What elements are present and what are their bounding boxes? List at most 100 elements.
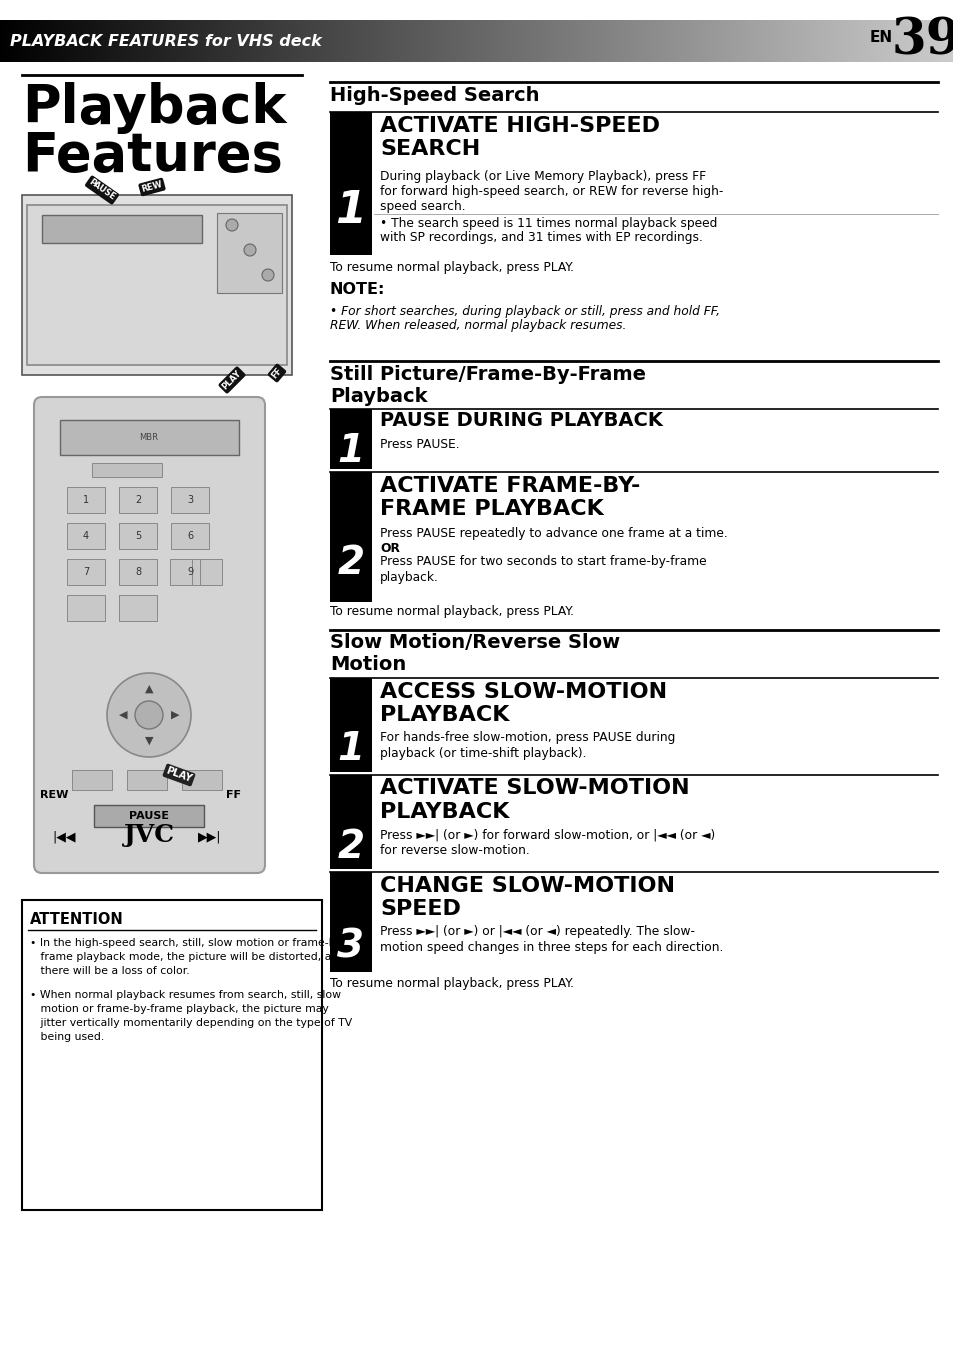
Bar xyxy=(899,20,900,62)
Bar xyxy=(486,20,488,62)
Bar xyxy=(513,20,514,62)
Bar xyxy=(577,20,578,62)
Text: REW: REW xyxy=(140,179,163,194)
Bar xyxy=(360,20,361,62)
Bar xyxy=(816,20,817,62)
Bar xyxy=(313,20,314,62)
Bar xyxy=(897,20,898,62)
Bar xyxy=(832,20,833,62)
Bar xyxy=(539,20,540,62)
Bar xyxy=(459,20,460,62)
Bar xyxy=(76,20,77,62)
Bar xyxy=(358,20,359,62)
Bar xyxy=(833,20,834,62)
Bar xyxy=(267,20,268,62)
Bar xyxy=(840,20,841,62)
Bar xyxy=(203,20,204,62)
Bar xyxy=(815,20,816,62)
Bar xyxy=(183,20,184,62)
Bar xyxy=(41,20,42,62)
Bar xyxy=(805,20,806,62)
Bar xyxy=(773,20,774,62)
Bar xyxy=(638,20,639,62)
Bar xyxy=(451,20,452,62)
Bar xyxy=(372,20,373,62)
Bar xyxy=(655,20,656,62)
Bar xyxy=(253,20,254,62)
Bar xyxy=(625,20,626,62)
Bar xyxy=(4,20,5,62)
Bar xyxy=(171,20,172,62)
Bar xyxy=(462,20,463,62)
Bar xyxy=(220,20,221,62)
Bar xyxy=(750,20,751,62)
Bar xyxy=(523,20,524,62)
Bar xyxy=(222,20,223,62)
Bar xyxy=(636,20,637,62)
Bar xyxy=(136,20,137,62)
Bar xyxy=(479,20,480,62)
Bar xyxy=(735,20,737,62)
Bar xyxy=(198,20,199,62)
Bar xyxy=(499,20,500,62)
Bar xyxy=(389,20,390,62)
Bar xyxy=(659,20,660,62)
Bar xyxy=(334,20,335,62)
Bar xyxy=(634,20,635,62)
Bar xyxy=(218,20,219,62)
Bar xyxy=(503,20,504,62)
Bar xyxy=(520,20,521,62)
Bar xyxy=(665,20,666,62)
Bar xyxy=(67,595,105,621)
Bar xyxy=(791,20,792,62)
Bar xyxy=(620,20,621,62)
Bar xyxy=(801,20,802,62)
Bar xyxy=(754,20,755,62)
Bar xyxy=(870,20,871,62)
Bar xyxy=(752,20,753,62)
Bar xyxy=(490,20,491,62)
Bar xyxy=(687,20,688,62)
Bar xyxy=(297,20,298,62)
Bar xyxy=(262,20,263,62)
Bar xyxy=(170,558,192,585)
Bar xyxy=(11,20,12,62)
Bar xyxy=(182,770,222,791)
Bar xyxy=(94,805,204,827)
Bar xyxy=(350,20,351,62)
Bar xyxy=(908,20,909,62)
Bar xyxy=(594,20,595,62)
Bar xyxy=(24,20,25,62)
Bar xyxy=(874,20,875,62)
Bar xyxy=(275,20,276,62)
Bar xyxy=(545,20,546,62)
Bar xyxy=(878,20,879,62)
Bar xyxy=(483,20,484,62)
Bar xyxy=(167,20,168,62)
Bar xyxy=(934,20,935,62)
Bar xyxy=(822,20,823,62)
Bar xyxy=(272,20,273,62)
Bar xyxy=(330,824,372,869)
Bar xyxy=(119,20,120,62)
Bar xyxy=(308,20,309,62)
Bar xyxy=(8,20,9,62)
Bar xyxy=(612,20,613,62)
Text: To resume normal playback, press PLAY.: To resume normal playback, press PLAY. xyxy=(330,978,574,990)
Bar xyxy=(244,20,245,62)
Bar xyxy=(224,20,225,62)
Bar xyxy=(790,20,791,62)
Bar xyxy=(492,20,493,62)
Bar xyxy=(871,20,872,62)
Bar xyxy=(543,20,544,62)
Bar xyxy=(159,20,160,62)
Bar xyxy=(729,20,730,62)
Bar xyxy=(628,20,629,62)
Text: jitter vertically momentarily depending on the type of TV: jitter vertically momentarily depending … xyxy=(30,1018,352,1028)
Bar xyxy=(663,20,664,62)
Bar xyxy=(331,20,332,62)
Bar xyxy=(714,20,716,62)
Bar xyxy=(105,20,106,62)
Bar xyxy=(337,20,338,62)
Bar xyxy=(341,20,343,62)
